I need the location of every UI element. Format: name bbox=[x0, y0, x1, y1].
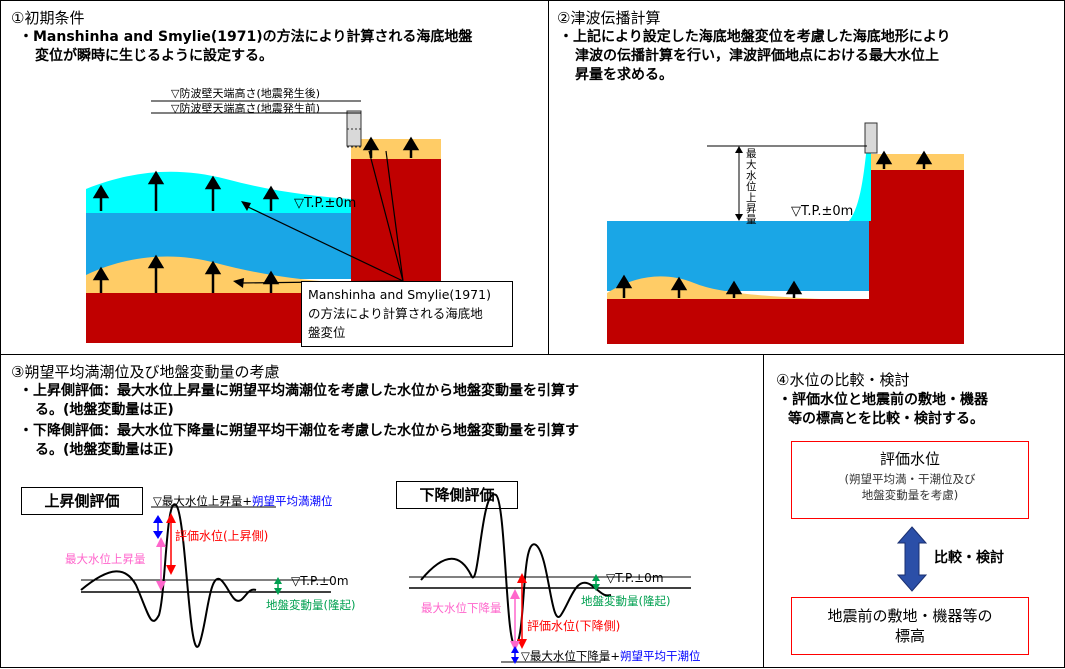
up-tp-label: ▽T.P.±0m bbox=[291, 574, 349, 588]
up-max-label: 最大水位上昇量 bbox=[65, 552, 146, 566]
panel3-desc1-line1: ・上昇側評価：最大水位上昇量に朔望平均満潮位を考慮した水位から地盤変動量を引算す bbox=[19, 383, 579, 399]
panel2-desc-line2: 津波の伝播計算を行い，津波評価地点における最大水位上 bbox=[575, 48, 939, 64]
panel3-desc2-line2: る。(地盤変動量は正) bbox=[35, 442, 174, 458]
eval-box-sub1: (朔望平均満・干潮位及び bbox=[844, 472, 976, 486]
compare-arrow-icon bbox=[896, 526, 928, 592]
callout-line2: の方法により計算される海底地 bbox=[308, 306, 483, 321]
panel2-desc-line1: ・上記により設定した海底地盤変位を考慮した海底地形により bbox=[559, 29, 951, 45]
down-bottom-label-b: 朔望平均干潮位 bbox=[619, 649, 701, 663]
up-eval-label: 評価水位(上昇側) bbox=[175, 529, 269, 543]
panel1-tp-label: ▽T.P.±0m bbox=[294, 196, 357, 211]
panel2-desc-line3: 昇量を求める。 bbox=[575, 67, 673, 83]
eval-box-sub2: 地盤変動量を考慮) bbox=[861, 488, 959, 502]
up-ground-label: 地盤変動量(隆起) bbox=[266, 598, 356, 612]
max-rise-vertical-label: 最大水位上昇量 bbox=[746, 148, 757, 226]
down-tp-label: ▽T.P.±0m bbox=[606, 571, 664, 585]
callout-box: Manshinha and Smylie(1971) の方法により計算される海底… bbox=[301, 281, 513, 347]
down-eval-box: 下降側評価 bbox=[396, 481, 518, 509]
eval-box-title: 評価水位 bbox=[879, 450, 940, 468]
down-bottom-label-a: ▽最大水位下降量+ bbox=[521, 649, 620, 663]
site-box-line2: 標高 bbox=[894, 627, 925, 645]
site-box-line1: 地震前の敷地・機器等の bbox=[827, 607, 993, 625]
up-top-label-b: 朔望平均満潮位 bbox=[251, 494, 333, 508]
compare-label: 比較・検討 bbox=[934, 550, 1004, 566]
initial-conditions-diagram bbox=[86, 100, 441, 343]
wall-top-after-label: ▽防波壁天端高さ(地震発生後) bbox=[171, 87, 321, 100]
panel4-desc-line2: 等の標高とを比較・検討する。 bbox=[788, 411, 984, 427]
tsunami-propagation-diagram bbox=[607, 122, 964, 344]
callout-line3: 盤変位 bbox=[308, 325, 346, 340]
site-elevation-box: 地震前の敷地・機器等の 標高 bbox=[791, 597, 1029, 655]
down-max-label: 最大水位下降量 bbox=[421, 601, 502, 615]
panel2-title: ②津波伝播計算 bbox=[557, 9, 661, 27]
up-top-label-a: ▽最大水位上昇量+ bbox=[153, 494, 252, 508]
panel2-tp-label: ▽T.P.±0m bbox=[791, 204, 854, 219]
down-bottom-label: ▽最大水位下降量+朔望平均干潮位 bbox=[521, 648, 700, 664]
eval-water-level-box: 評価水位 (朔望平均満・干潮位及び 地盤変動量を考慮) bbox=[791, 441, 1029, 519]
panel4-desc-line1: ・評価水位と地震前の敷地・機器 bbox=[778, 392, 988, 408]
down-eval-label: 評価水位(下降側) bbox=[527, 619, 621, 633]
panel-tide-ground-consideration: ③朔望平均満潮位及び地盤変動量の考慮 ・上昇側評価：最大水位上昇量に朔望平均満潮… bbox=[0, 354, 765, 668]
evaluation-diagram bbox=[80, 493, 691, 664]
up-top-label: ▽最大水位上昇量+朔望平均満潮位 bbox=[153, 493, 332, 509]
wall-top-before-label: ▽防波壁天端高さ(地震発生前) bbox=[171, 102, 321, 115]
panel-initial-conditions: ①初期条件 ・Manshinha and Smylie(1971)の方法により計… bbox=[0, 0, 550, 356]
panel3-desc2-line1: ・下降側評価：最大水位下降量に朔望平均干潮位を考慮した水位から地盤変動量を引算す bbox=[19, 423, 579, 439]
panel-tsunami-propagation: ②津波伝播計算 ・上記により設定した海底地盤変位を考慮した海底地形により 津波の… bbox=[548, 0, 1065, 356]
panel1-desc-line2: 変位が瞬時に生じるように設定する。 bbox=[35, 48, 273, 64]
panel1-title: ①初期条件 bbox=[11, 9, 85, 27]
up-eval-box: 上昇側評価 bbox=[21, 487, 143, 515]
panel3-desc1-line2: る。(地盤変動量は正) bbox=[35, 402, 174, 418]
panel-water-level-comparison: ④水位の比較・検討 ・評価水位と地震前の敷地・機器 等の標高とを比較・検討する。… bbox=[763, 354, 1065, 668]
panel4-title: ④水位の比較・検討 bbox=[776, 371, 910, 389]
callout-line1: Manshinha and Smylie(1971) bbox=[308, 287, 491, 302]
panel3-title: ③朔望平均満潮位及び地盤変動量の考慮 bbox=[11, 363, 280, 381]
down-ground-label: 地盤変動量(隆起) bbox=[581, 594, 671, 608]
panel1-desc-line1: ・Manshinha and Smylie(1971)の方法により計算される海底… bbox=[19, 29, 473, 45]
